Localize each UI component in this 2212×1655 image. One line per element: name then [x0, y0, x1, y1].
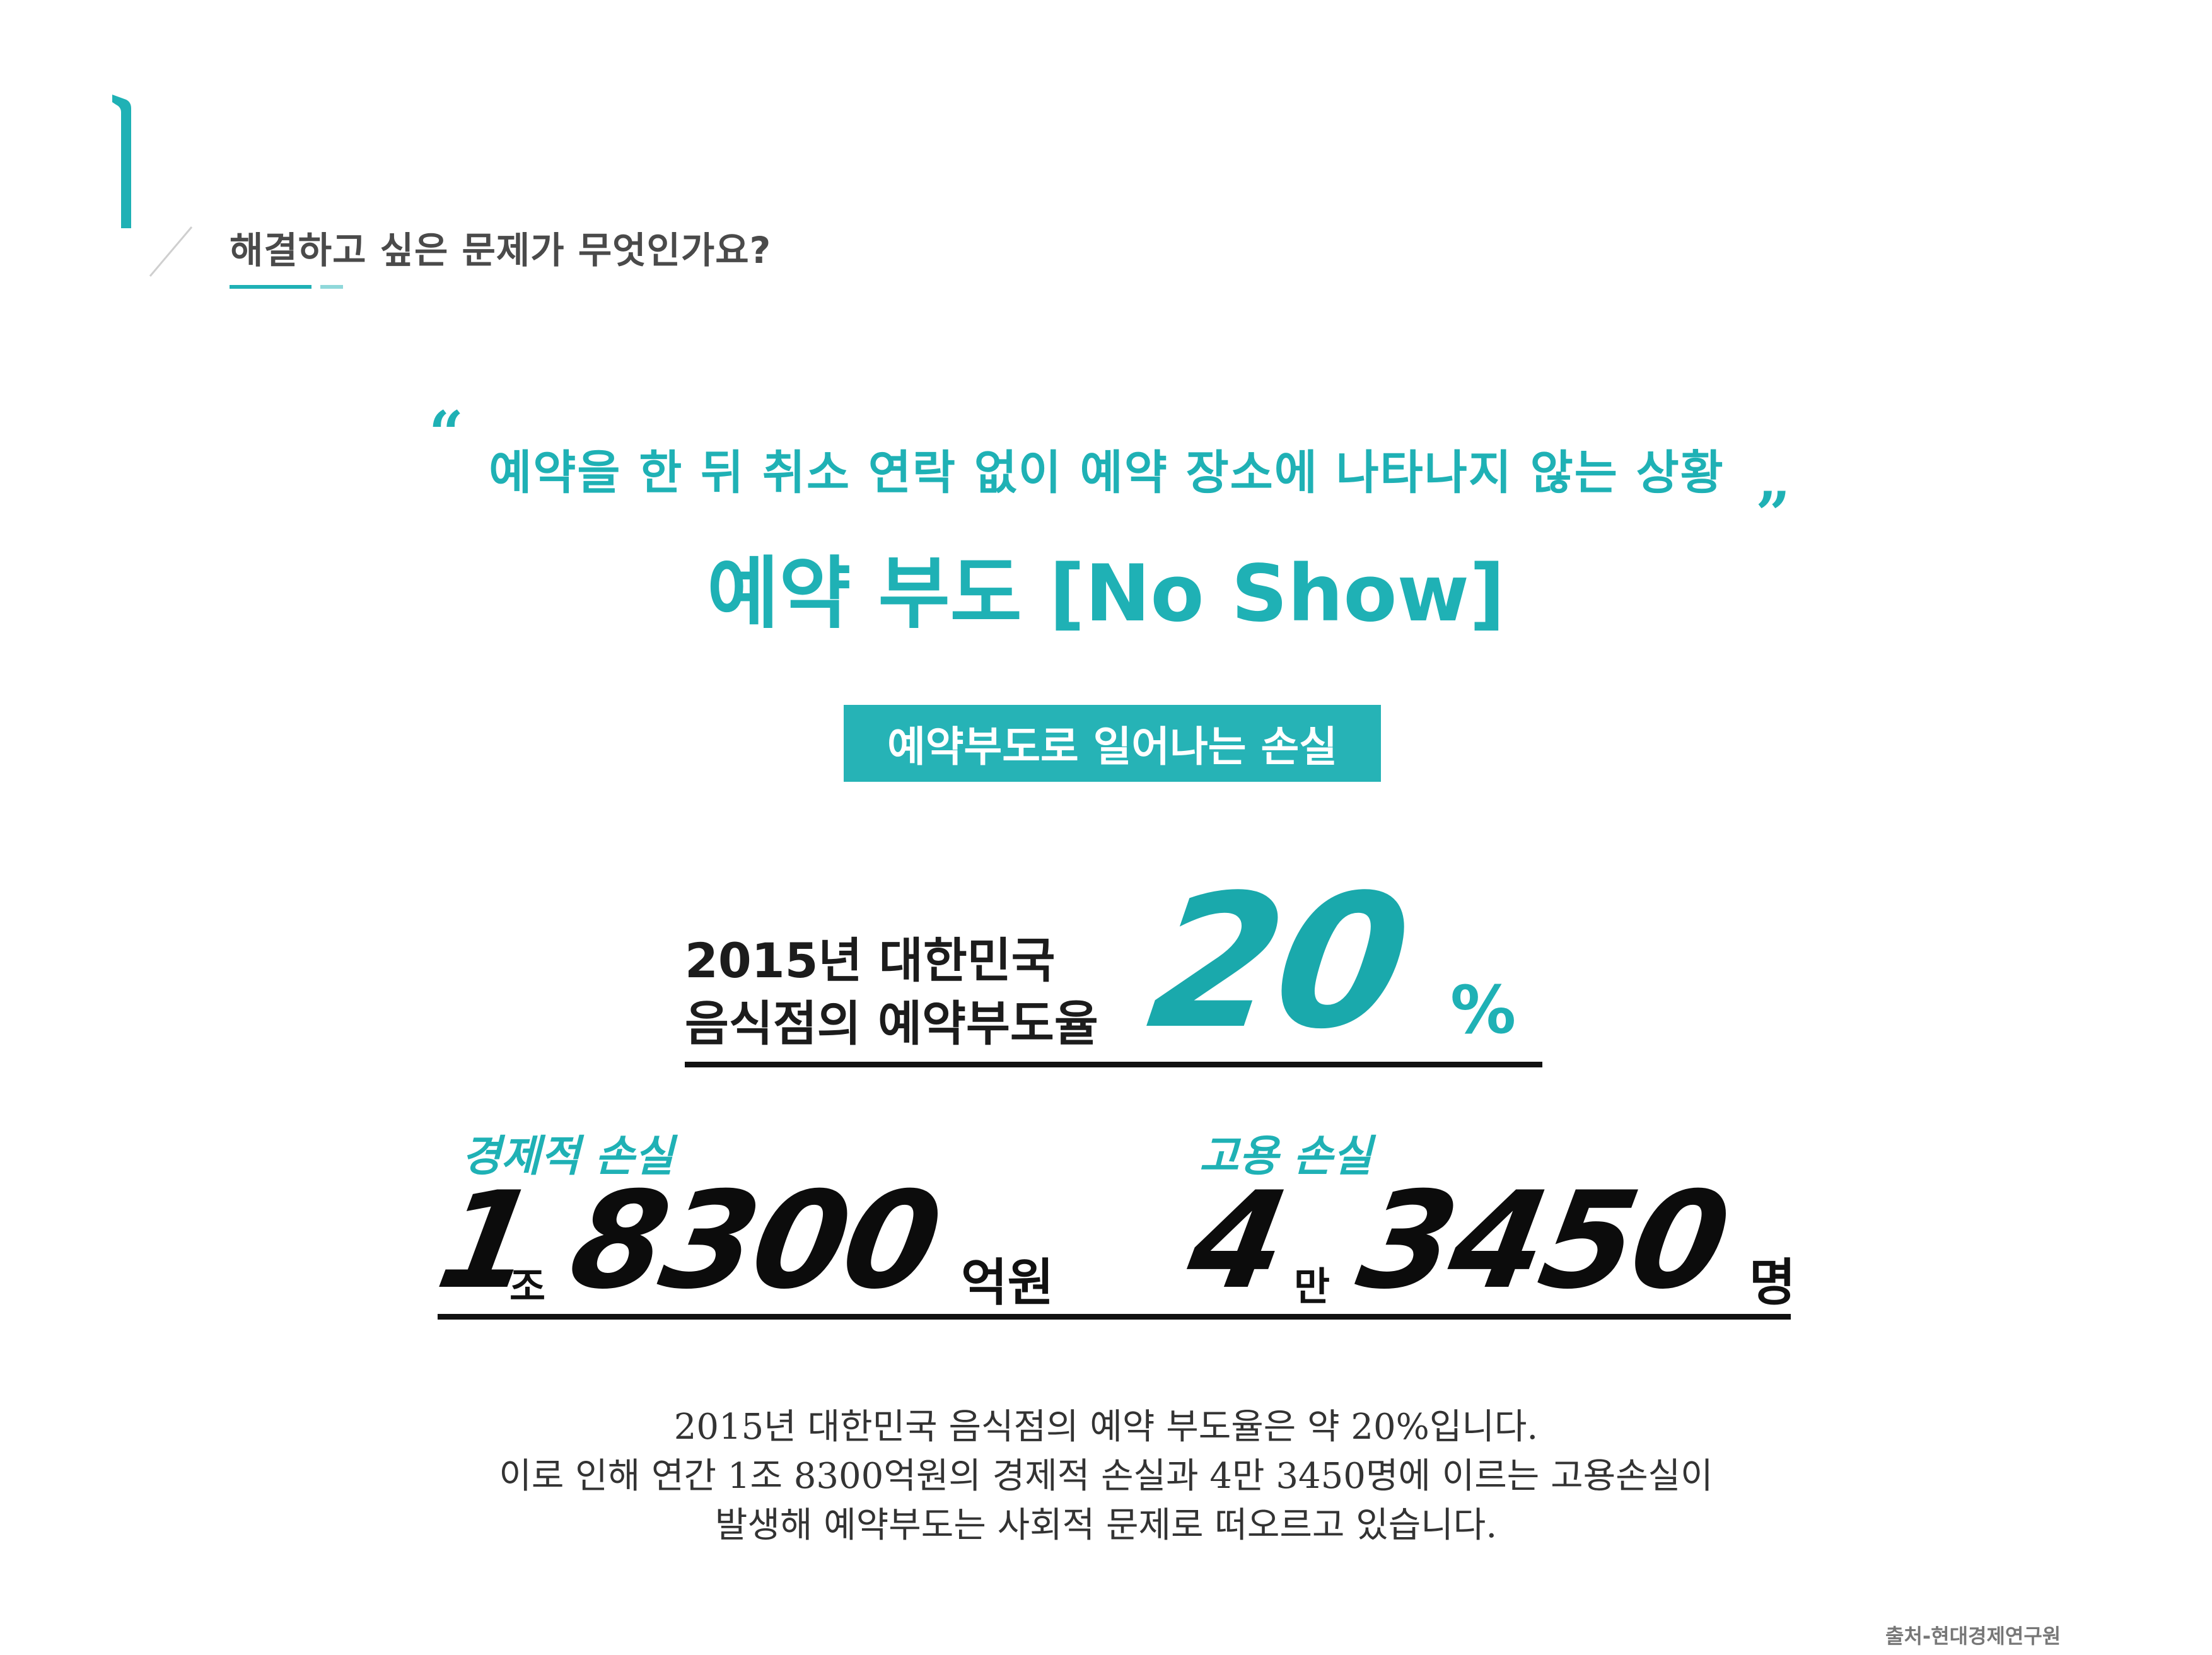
employment-loss-ten-thousands: 4	[1178, 1163, 1296, 1318]
summary-line-2: 이로 인해 연간 1조 8300억원의 경제적 손실과 4만 3450명에 이르…	[499, 1456, 1713, 1497]
rate-label-line1: 2015년 대한민국	[685, 932, 1056, 989]
employment-loss-people: 3450	[1348, 1163, 1738, 1318]
divider-slash	[149, 226, 193, 277]
title-underline-primary	[230, 285, 311, 289]
economic-loss-label: 경제적 손실	[462, 1132, 674, 1182]
summary-line-3: 발생해 예약부도는 사회적 문제로 떠오르고 있습니다.	[714, 1505, 1498, 1546]
title-underline-secondary	[320, 285, 343, 289]
source-credit: 출처-현대경제연구원	[1885, 1624, 2061, 1648]
loss-label-badge: 예약부도로 일어나는 손실	[844, 705, 1381, 782]
rate-divider	[685, 1062, 1542, 1067]
open-quote-mark: “	[429, 398, 464, 469]
employment-loss-unit-myeong: 명	[1749, 1253, 1796, 1312]
economic-loss-unit-eokwon: 억원	[961, 1253, 1054, 1312]
economic-loss-unit-jo: 조	[509, 1263, 546, 1309]
noshow-definition: 예약을 한 뒤 취소 연락 없이 예약 장소에 나타나지 않는 상황	[489, 446, 1725, 500]
economic-loss-hundred-millions: 8300	[560, 1163, 950, 1318]
summary-line-1: 2015년 대한민국 음식점의 예약 부도율은 약 20%입니다.	[673, 1407, 1539, 1448]
section-number-one-icon	[112, 95, 131, 228]
noshow-term-heading: 예약 부도 [No Show]	[707, 549, 1505, 639]
rate-unit: %	[1450, 972, 1516, 1048]
rate-value: 20	[1139, 855, 1418, 1069]
employment-loss-label: 고용 손실	[1199, 1132, 1372, 1182]
rate-label-line2: 음식점의 예약부도율	[685, 996, 1098, 1052]
close-quote-mark: ”	[1755, 479, 1791, 550]
loss-divider	[438, 1314, 1791, 1320]
section-question-title: 해결하고 싶은 문제가 무엇인가요?	[230, 229, 772, 272]
employment-loss-unit-man: 만	[1294, 1263, 1330, 1309]
